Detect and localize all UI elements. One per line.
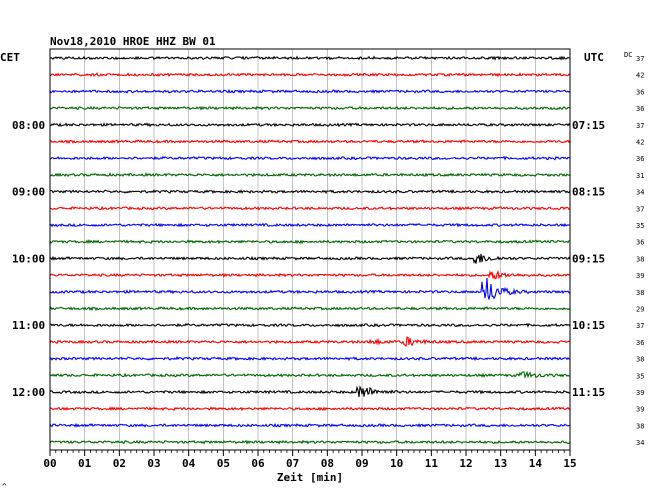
trace-row [49, 239, 571, 245]
trace-row [49, 172, 571, 178]
dc-value: 39 [636, 272, 644, 280]
dc-value: 35 [636, 372, 644, 380]
dc-value: 39 [636, 389, 644, 397]
dc-value: 37 [636, 205, 644, 213]
dc-value: 37 [636, 55, 644, 63]
minute-gridlines [84, 49, 536, 450]
trace-row [49, 277, 571, 300]
x-tick-label: 03 [147, 457, 160, 470]
utc-time-label: 08:15 [572, 186, 605, 199]
trace-row [49, 88, 571, 94]
dc-value: 38 [636, 255, 644, 263]
x-tick-label: 05 [217, 457, 230, 470]
trace-row [49, 356, 571, 362]
dc-value: 36 [636, 88, 644, 96]
trace-row [49, 385, 571, 398]
utc-time-label: 10:15 [572, 319, 605, 332]
dc-value: 36 [636, 239, 644, 247]
dc-value: 42 [636, 139, 644, 147]
dc-value: 36 [636, 105, 644, 113]
cet-time-label: 12:00 [12, 386, 45, 399]
x-axis-ticks: 00 01 02 03 04 05 06 07 08 09 10 11 12 13 14 15 [43, 450, 577, 470]
trace-row [49, 222, 571, 228]
trace-row [49, 336, 571, 348]
footer-mark: ^ [2, 482, 7, 491]
x-tick-label: 11 [425, 457, 439, 470]
dc-value: 42 [636, 72, 644, 80]
trace-row [49, 155, 571, 161]
dc-value: 31 [636, 172, 644, 180]
trace-row [49, 269, 571, 280]
trace-row [49, 422, 571, 428]
dc-values: 37 42 36 36 37 42 36 31 34 37 35 36 38 39 38 29 37 36 38 35… [636, 55, 644, 447]
dc-value: 38 [636, 422, 644, 430]
cet-time-label: 10:00 [12, 252, 45, 265]
trace-row [49, 205, 571, 211]
trace-row [49, 105, 571, 111]
x-tick-label: 08 [321, 457, 334, 470]
dc-value: 34 [636, 439, 644, 447]
dc-value: 37 [636, 322, 644, 330]
x-tick-label: 12 [459, 457, 472, 470]
trace-row [49, 55, 571, 61]
chart-title: Nov18,2010 HROE HHZ BW 01 [50, 35, 216, 48]
dc-value: 39 [636, 406, 644, 414]
trace-row [49, 306, 571, 312]
x-tick-label: 06 [251, 457, 265, 470]
trace-row [49, 122, 571, 128]
dc-value: 38 [636, 356, 644, 364]
cet-label: CET [0, 51, 20, 64]
trace-row [49, 439, 571, 445]
utc-time-label: 09:15 [572, 252, 605, 265]
x-tick-label: 15 [563, 457, 576, 470]
trace-row [49, 370, 571, 379]
trace-row [49, 406, 571, 412]
x-axis-title: Zeit [min] [277, 471, 343, 484]
seismic-traces [49, 55, 571, 445]
x-tick-label: 00 [43, 457, 56, 470]
cet-time-label: 11:00 [12, 319, 45, 332]
trace-row [49, 139, 571, 145]
dc-value: 36 [636, 339, 644, 347]
x-tick-label: 07 [286, 457, 299, 470]
dc-value: 34 [636, 189, 644, 197]
cet-time-label: 08:00 [12, 119, 45, 132]
x-tick-label: 01 [78, 457, 92, 470]
x-tick-label: 10 [390, 457, 403, 470]
trace-row [49, 322, 571, 328]
dc-value: 29 [636, 306, 644, 314]
dc-value: 35 [636, 222, 644, 230]
x-tick-label: 14 [529, 457, 543, 470]
x-tick-label: 04 [182, 457, 196, 470]
dc-value: 38 [636, 289, 644, 297]
x-tick-label: 02 [113, 457, 126, 470]
utc-time-label: 11:15 [572, 386, 605, 399]
utc-label: UTC [584, 51, 604, 64]
cet-time-label: 09:00 [12, 186, 45, 199]
dc-value: 36 [636, 155, 644, 163]
trace-row [49, 189, 571, 195]
dc-value: 37 [636, 122, 644, 130]
trace-row [49, 253, 571, 264]
dc-label: DC [624, 51, 632, 59]
x-tick-label: 13 [494, 457, 507, 470]
utc-time-label: 07:15 [572, 119, 605, 132]
left-time-labels: 08:00 09:00 10:00 11:00 12:00 [12, 119, 45, 399]
trace-row [49, 72, 571, 78]
x-tick-label: 09 [355, 457, 368, 470]
right-time-labels: 07:15 08:15 09:15 10:15 11:15 [572, 119, 605, 399]
